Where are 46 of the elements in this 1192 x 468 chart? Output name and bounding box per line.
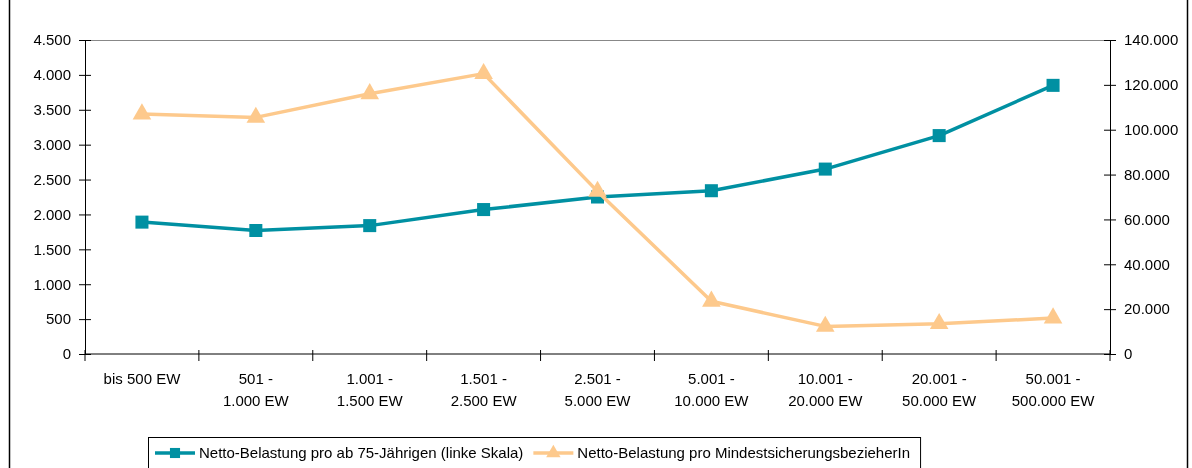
x-tick-label: 2.501 - 5.000 EW bbox=[564, 370, 632, 409]
y-tick-label: 500 bbox=[45, 310, 71, 328]
y-tick-label: 3.000 bbox=[33, 135, 71, 153]
y-tick-label: 4.500 bbox=[33, 31, 71, 49]
y-tick-label: 3.500 bbox=[33, 101, 71, 119]
y-tick-label: 2.000 bbox=[33, 205, 71, 223]
point bbox=[1046, 78, 1060, 92]
point bbox=[132, 103, 152, 120]
point bbox=[702, 290, 721, 307]
legend-label: Netto-Belastung pro MindestsicherungsbezieherIn bbox=[577, 444, 911, 461]
point bbox=[1043, 307, 1063, 324]
point bbox=[704, 184, 718, 198]
point bbox=[932, 129, 946, 143]
point bbox=[249, 223, 263, 238]
x-tick-label: 5.001 - 10.000 EW bbox=[674, 370, 750, 409]
y-tick-label: 2.500 bbox=[33, 170, 71, 188]
x-tick-label: 1.501 - 2.500 EW bbox=[450, 370, 518, 409]
y2-tick-label: 0 bbox=[1124, 345, 1133, 363]
x-tick-label: 10.001 - 20.000 EW bbox=[788, 370, 864, 409]
point bbox=[588, 180, 607, 197]
point bbox=[818, 162, 832, 176]
y-tick-label: 1.500 bbox=[33, 240, 71, 258]
x-tick-label: 50.001 - 500.000 EW bbox=[1011, 370, 1096, 409]
y2-tick-label: 80.000 bbox=[1124, 165, 1170, 183]
y2-tick-label: 100.000 bbox=[1124, 121, 1179, 139]
y-tick-label: 0 bbox=[62, 345, 71, 363]
y2-tick-label: 140.000 bbox=[1124, 31, 1179, 49]
y-tick-label: 4.000 bbox=[33, 66, 71, 84]
x-tick-label: 1.001 - 1.500 EW bbox=[336, 370, 404, 409]
x-tick-label: bis 500 EW bbox=[103, 370, 182, 387]
point bbox=[135, 215, 149, 229]
point bbox=[477, 203, 491, 217]
y2-tick-label: 40.000 bbox=[1124, 255, 1170, 273]
y2-tick-label: 20.000 bbox=[1124, 300, 1170, 318]
x-tick-label: 501 - 1.000 EW bbox=[222, 370, 290, 409]
y2-tick-label: 60.000 bbox=[1124, 210, 1170, 228]
y2-tick-label: 120.000 bbox=[1124, 76, 1179, 94]
point bbox=[929, 312, 949, 330]
point bbox=[360, 83, 380, 100]
point bbox=[815, 315, 835, 332]
point bbox=[246, 106, 266, 123]
point bbox=[474, 62, 493, 80]
legend-label: Netto-Belastung pro ab 75-Jährigen (linke Skala) bbox=[199, 444, 524, 461]
point bbox=[363, 219, 377, 233]
y-tick-label: 1.000 bbox=[33, 275, 71, 293]
x-tick-label: 20.001 - 50.000 EW bbox=[902, 370, 978, 409]
